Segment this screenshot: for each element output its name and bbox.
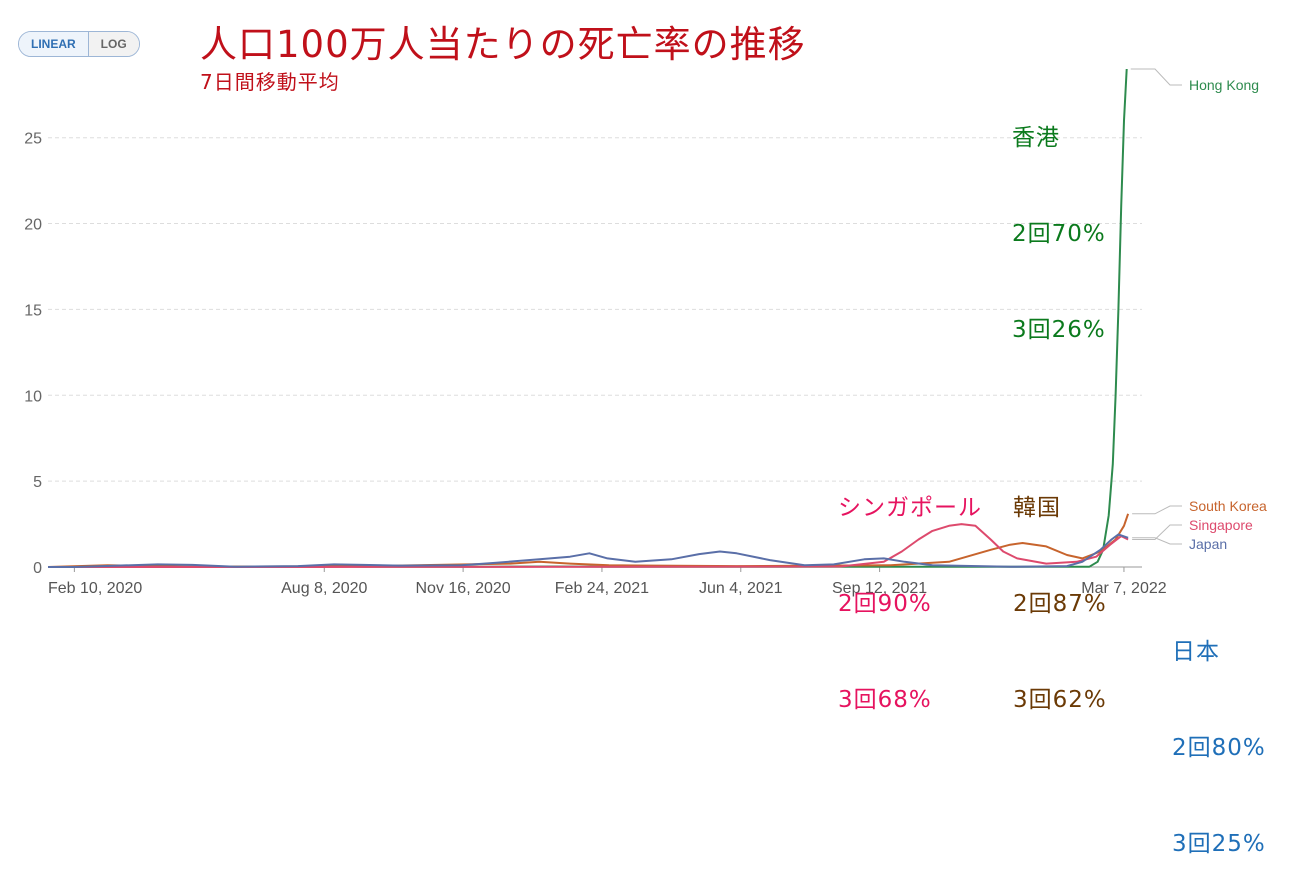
annotation-country: シンガポール — [838, 495, 982, 521]
y-tick-label: 5 — [33, 474, 42, 491]
end-label-connector — [1132, 505, 1182, 515]
y-tick-label: 0 — [33, 560, 42, 577]
end-label-connector — [1130, 68, 1182, 86]
series-line-singapore — [48, 523, 1129, 568]
annotation-country: 韓国 — [1013, 495, 1061, 521]
log-button[interactable]: LOG — [87, 32, 139, 56]
annotation-dose2: 2回80% — [1172, 735, 1266, 761]
annotation-singapore: シンガポール 2回90% 3回68% — [838, 428, 982, 748]
y-tick-label: 15 — [24, 302, 42, 319]
annotation-dose2: 2回70% — [1012, 221, 1106, 247]
chart-title: 人口100万人当たりの死亡率の推移 — [200, 23, 806, 66]
annotation-hong-kong: 香港 2回70% 3回26% — [1012, 58, 1106, 378]
annotation-dose3: 3回26% — [1012, 317, 1106, 343]
x-tick-label: Jun 4, 2021 — [699, 580, 783, 597]
annotation-dose3: 3回68% — [838, 687, 932, 713]
series-end-label: South Korea — [1189, 498, 1267, 514]
series-line-japan — [48, 533, 1129, 568]
y-tick-label: 20 — [24, 217, 42, 234]
x-tick-label: Feb 10, 2020 — [48, 580, 142, 597]
series-end-label: Singapore — [1189, 517, 1253, 533]
x-tick-label: Mar 7, 2022 — [1081, 580, 1166, 597]
annotation-dose3: 3回25% — [1172, 831, 1266, 857]
end-label-connector — [1132, 524, 1182, 541]
x-tick-label: Sep 12, 2021 — [832, 580, 927, 597]
annotation-dose3: 3回62% — [1013, 687, 1107, 713]
chart-subtitle: 7日間移動平均 — [200, 70, 340, 94]
series-end-label: Hong Kong — [1189, 77, 1259, 93]
x-tick-label: Nov 16, 2020 — [416, 580, 511, 597]
annotation-country: 日本 — [1172, 639, 1220, 665]
annotation-japan: 日本 2回80% 3回25% — [1172, 572, 1266, 892]
annotation-south-korea: 韓国 2回87% 3回62% — [1013, 428, 1107, 748]
annotation-dose2: 2回87% — [1013, 591, 1107, 617]
annotation-country: 香港 — [1012, 125, 1060, 151]
y-tick-label: 25 — [24, 131, 42, 148]
linear-button[interactable]: LINEAR — [19, 32, 88, 56]
annotation-dose2: 2回90% — [838, 591, 932, 617]
line-chart: 0 5 10 15 20 25 Feb 10, 2020 Aug 8, 2020 Nov 16,… — [24, 68, 1267, 597]
x-tick-label: Feb 24, 2021 — [555, 580, 649, 597]
y-tick-label: 10 — [24, 388, 42, 405]
x-tick-label: Aug 8, 2020 — [281, 580, 367, 597]
end-label-connector — [1132, 537, 1182, 545]
series-end-label: Japan — [1189, 536, 1227, 552]
scale-toggle: LINEAR LOG — [18, 31, 140, 57]
